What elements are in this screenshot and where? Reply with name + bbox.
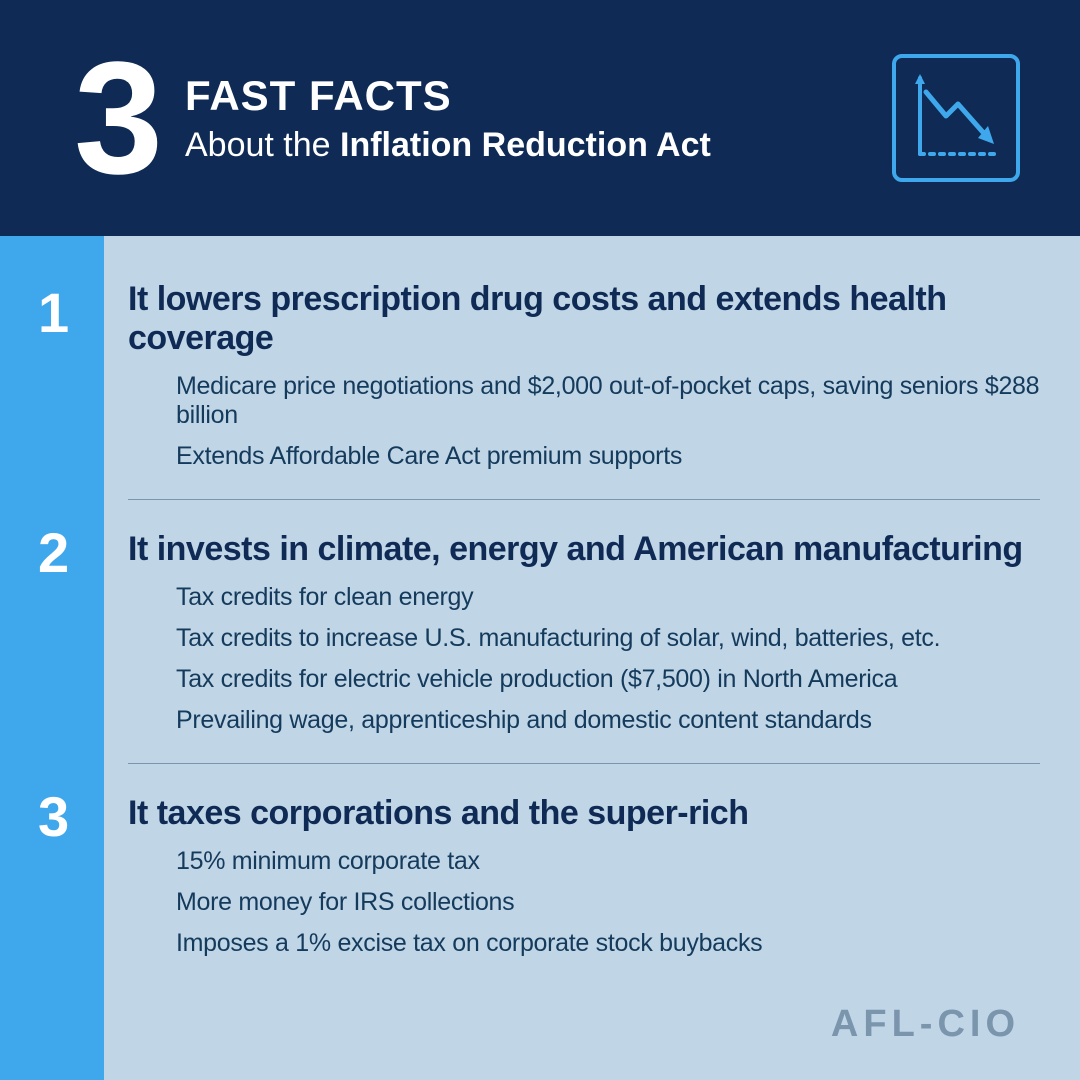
content-column: 1 It lowers prescription drug costs and … [104,236,1080,1080]
side-stripe [0,236,104,1080]
fact-number-1: 1 [38,280,69,345]
fact-1-bullet: Extends Affordable Care Act premium supp… [176,442,1040,471]
fact-number-3: 3 [38,784,69,849]
fact-number-2: 2 [38,520,69,585]
fact-3-bullet: 15% minimum corporate tax [176,847,1040,876]
footer-logo: AFL-CIO [831,1003,1020,1046]
fact-2-bullets: Tax credits for clean energy Tax credits… [128,583,1040,735]
fact-2-bullet: Tax credits to increase U.S. manufacturi… [176,624,1040,653]
fact-3-bullet: More money for IRS collections [176,888,1040,917]
header-subtitle-prefix: About the [185,126,340,164]
fact-2-bullet: Prevailing wage, apprenticeship and dome… [176,706,1040,735]
fact-1: 1 It lowers prescription drug costs and … [128,280,1040,499]
declining-chart-icon [892,54,1020,182]
fact-2: 2 It invests in climate, energy and Amer… [128,499,1040,763]
header-subtitle-bold: Inflation Reduction Act [340,126,711,164]
fact-heading-3: It taxes corporations and the super-rich [128,794,1040,833]
fact-2-bullet: Tax credits for clean energy [176,583,1040,612]
fact-heading-1: It lowers prescription drug costs and ex… [128,280,1040,358]
infographic-frame: 3 FAST FACTS About the Inflation Reducti… [0,0,1080,1080]
fact-3-bullets: 15% minimum corporate tax More money for… [128,847,1040,958]
header-big-number: 3 [74,50,157,186]
fact-1-bullets: Medicare price negotiations and $2,000 o… [128,372,1040,471]
header: 3 FAST FACTS About the Inflation Reducti… [0,0,1080,236]
fact-3-bullet: Imposes a 1% excise tax on corporate sto… [176,929,1040,958]
chart-svg [906,68,1006,168]
fact-1-bullet: Medicare price negotiations and $2,000 o… [176,372,1040,430]
fact-2-bullet: Tax credits for electric vehicle product… [176,665,1040,694]
body: 1 It lowers prescription drug costs and … [0,236,1080,1080]
fact-heading-2: It invests in climate, energy and Americ… [128,530,1040,569]
fact-3: 3 It taxes corporations and the super-ri… [128,763,1040,986]
